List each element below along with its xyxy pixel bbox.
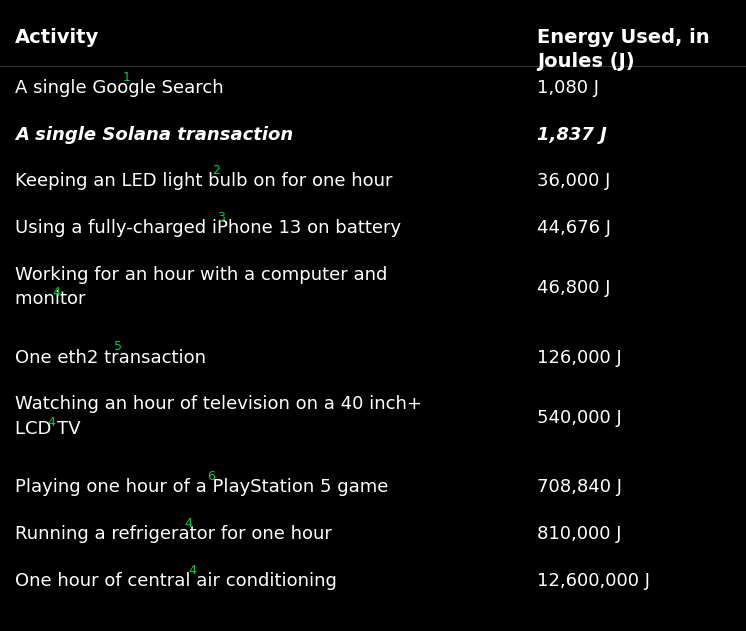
Text: 44,676 J: 44,676 J <box>537 219 611 237</box>
Text: Using a fully-charged iPhone 13 on battery: Using a fully-charged iPhone 13 on batte… <box>15 219 407 237</box>
Text: A single Google Search: A single Google Search <box>15 79 229 97</box>
Text: 126,000 J: 126,000 J <box>537 348 622 367</box>
Text: 6: 6 <box>207 470 216 483</box>
Text: Energy Used, in
Joules (J): Energy Used, in Joules (J) <box>537 28 709 71</box>
Text: 3: 3 <box>217 211 225 223</box>
Text: 4: 4 <box>189 563 197 577</box>
Text: 540,000 J: 540,000 J <box>537 409 622 427</box>
Text: 5: 5 <box>113 340 122 353</box>
Text: A single Solana transaction: A single Solana transaction <box>15 126 293 143</box>
Text: 4: 4 <box>52 286 60 298</box>
Text: One eth2 transaction: One eth2 transaction <box>15 348 212 367</box>
Text: 36,000 J: 36,000 J <box>537 172 610 190</box>
Text: Watching an hour of television on a 40 inch+
LCD TV: Watching an hour of television on a 40 i… <box>15 395 421 437</box>
Text: Keeping an LED light bulb on for one hour: Keeping an LED light bulb on for one hou… <box>15 172 398 190</box>
Text: 2: 2 <box>213 164 220 177</box>
Text: Playing one hour of a PlayStation 5 game: Playing one hour of a PlayStation 5 game <box>15 478 394 497</box>
Text: 4: 4 <box>184 517 192 530</box>
Text: Working for an hour with a computer and
monitor: Working for an hour with a computer and … <box>15 266 387 308</box>
Text: 1,837 J: 1,837 J <box>537 126 607 143</box>
Text: Activity: Activity <box>15 28 99 47</box>
Text: 12,600,000 J: 12,600,000 J <box>537 572 650 590</box>
Text: 708,840 J: 708,840 J <box>537 478 622 497</box>
Text: Running a refrigerator for one hour: Running a refrigerator for one hour <box>15 525 337 543</box>
Text: 4: 4 <box>48 416 56 428</box>
Text: 1: 1 <box>123 71 131 84</box>
Text: 46,800 J: 46,800 J <box>537 280 611 297</box>
Text: 1,080 J: 1,080 J <box>537 79 599 97</box>
Text: One hour of central air conditioning: One hour of central air conditioning <box>15 572 342 590</box>
Text: 810,000 J: 810,000 J <box>537 525 621 543</box>
